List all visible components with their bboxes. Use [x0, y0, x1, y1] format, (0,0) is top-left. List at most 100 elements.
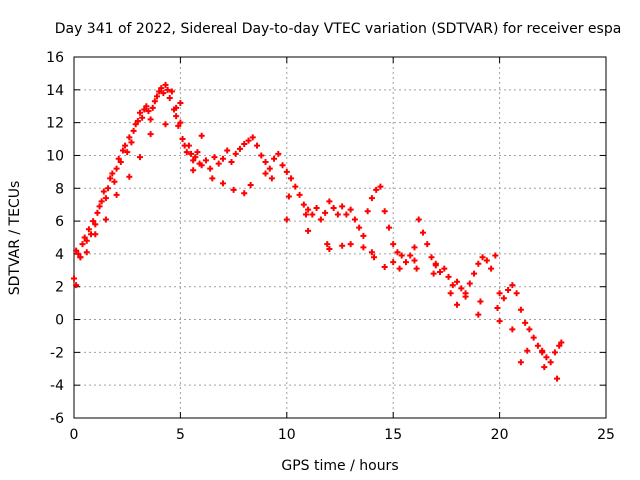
data-point [75, 250, 82, 257]
data-point [268, 175, 275, 182]
data-point [115, 155, 122, 162]
data-point [547, 359, 554, 366]
data-point [136, 154, 143, 161]
data-point [183, 149, 190, 156]
data-point [232, 150, 239, 157]
data-point [73, 282, 80, 289]
y-tick-label: 14 [46, 83, 64, 99]
data-point [173, 104, 180, 111]
data-point [360, 232, 367, 239]
data-point [73, 247, 80, 254]
data-point [526, 326, 533, 333]
data-point [334, 211, 341, 218]
data-point [145, 108, 152, 115]
y-tick-label: 6 [55, 214, 64, 230]
data-point [113, 191, 120, 198]
data-point [254, 142, 261, 149]
data-point [285, 193, 292, 200]
data-point [190, 157, 197, 164]
x-tick-label: 15 [384, 427, 402, 443]
data-point [162, 121, 169, 128]
data-point [185, 142, 192, 149]
data-point [283, 168, 290, 175]
data-point [432, 262, 439, 269]
data-point [522, 319, 529, 326]
data-point [488, 265, 495, 272]
data-point [94, 209, 101, 216]
data-point [509, 326, 516, 333]
data-point [156, 88, 163, 95]
data-point [364, 208, 371, 215]
data-point [475, 260, 482, 267]
data-point [509, 282, 516, 289]
data-point [454, 301, 461, 308]
y-tick-label: 12 [46, 116, 64, 132]
data-point [292, 183, 299, 190]
data-point [381, 208, 388, 215]
data-point [83, 237, 90, 244]
data-point [90, 218, 97, 225]
data-point [249, 134, 256, 141]
data-point [381, 264, 388, 271]
x-tick-label: 25 [597, 427, 615, 443]
data-point [126, 173, 133, 180]
data-point [258, 152, 265, 159]
data-point [326, 245, 333, 252]
axis-ticks: 0 5 10 15 20 25 -6 -4 -2 0 2 4 6 8 10 12 14 16 [46, 50, 615, 443]
data-point [100, 188, 107, 195]
data-point [407, 252, 414, 259]
data-point [302, 211, 309, 218]
x-tick-label: 10 [278, 427, 296, 443]
data-point [339, 203, 346, 210]
data-point [396, 265, 403, 272]
y-tick-label: -6 [50, 411, 64, 427]
data-point [143, 103, 150, 110]
data-point [215, 160, 222, 167]
data-point [147, 116, 154, 123]
data-point [271, 155, 278, 162]
data-point [413, 265, 420, 272]
data-point [219, 180, 226, 187]
data-point [85, 226, 92, 233]
data-point [149, 104, 156, 111]
data-point [236, 145, 243, 152]
data-point [517, 306, 524, 313]
data-point [247, 181, 254, 188]
y-tick-label: 0 [55, 313, 64, 329]
data-point [141, 106, 148, 113]
data-point [209, 175, 216, 182]
data-point [309, 211, 316, 218]
data-point [541, 364, 548, 371]
data-point [554, 375, 561, 382]
data-point [394, 249, 401, 256]
data-point [330, 204, 337, 211]
data-point [262, 159, 269, 166]
data-point [390, 241, 397, 248]
data-point [454, 278, 461, 285]
data-point [275, 150, 282, 157]
y-tick-label: -2 [50, 345, 64, 361]
y-tick-label: 16 [46, 50, 64, 66]
data-point [92, 231, 99, 238]
data-point [279, 162, 286, 169]
data-point [71, 275, 77, 282]
data-point [539, 349, 546, 356]
data-point [117, 159, 124, 166]
data-point [317, 216, 324, 223]
data-point [551, 349, 558, 356]
data-point [411, 244, 418, 251]
data-point [424, 241, 431, 248]
data-point [356, 224, 363, 231]
data-point [107, 175, 114, 182]
data-point [102, 195, 109, 202]
data-point [136, 109, 143, 116]
data-point [477, 298, 484, 305]
data-point [164, 86, 171, 93]
data-point [471, 270, 478, 277]
data-point [447, 290, 454, 297]
data-point [230, 186, 237, 193]
data-point [124, 149, 131, 156]
y-tick-label: 4 [55, 247, 64, 263]
data-point [132, 121, 139, 128]
data-point [175, 122, 182, 129]
